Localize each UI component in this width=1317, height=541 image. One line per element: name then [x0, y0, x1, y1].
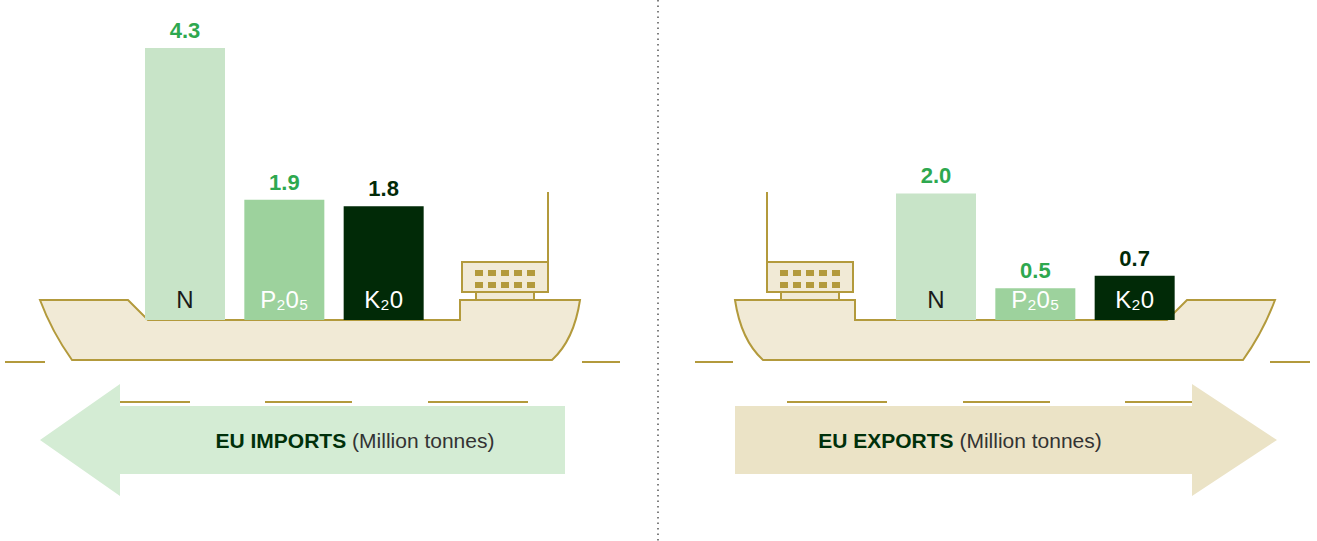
- svg-text:1.9: 1.9: [269, 170, 300, 195]
- svg-text:1.8: 1.8: [368, 176, 399, 201]
- svg-text:EU EXPORTS (Million tonnes): EU EXPORTS (Million tonnes): [818, 429, 1102, 452]
- svg-text:EU IMPORTS (Million tonnes): EU IMPORTS (Million tonnes): [216, 429, 495, 452]
- svg-text:0.5: 0.5: [1020, 258, 1051, 283]
- svg-text:0.7: 0.7: [1119, 246, 1150, 271]
- svg-text:2.0: 2.0: [921, 163, 952, 188]
- svg-text:N: N: [176, 286, 193, 313]
- svg-text:K₂0: K₂0: [1115, 286, 1154, 313]
- svg-text:K₂0: K₂0: [364, 286, 403, 313]
- svg-text:P₂0₅: P₂0₅: [1011, 286, 1059, 313]
- svg-text:P₂0₅: P₂0₅: [260, 286, 308, 313]
- svg-text:4.3: 4.3: [170, 18, 201, 43]
- svg-text:N: N: [927, 286, 944, 313]
